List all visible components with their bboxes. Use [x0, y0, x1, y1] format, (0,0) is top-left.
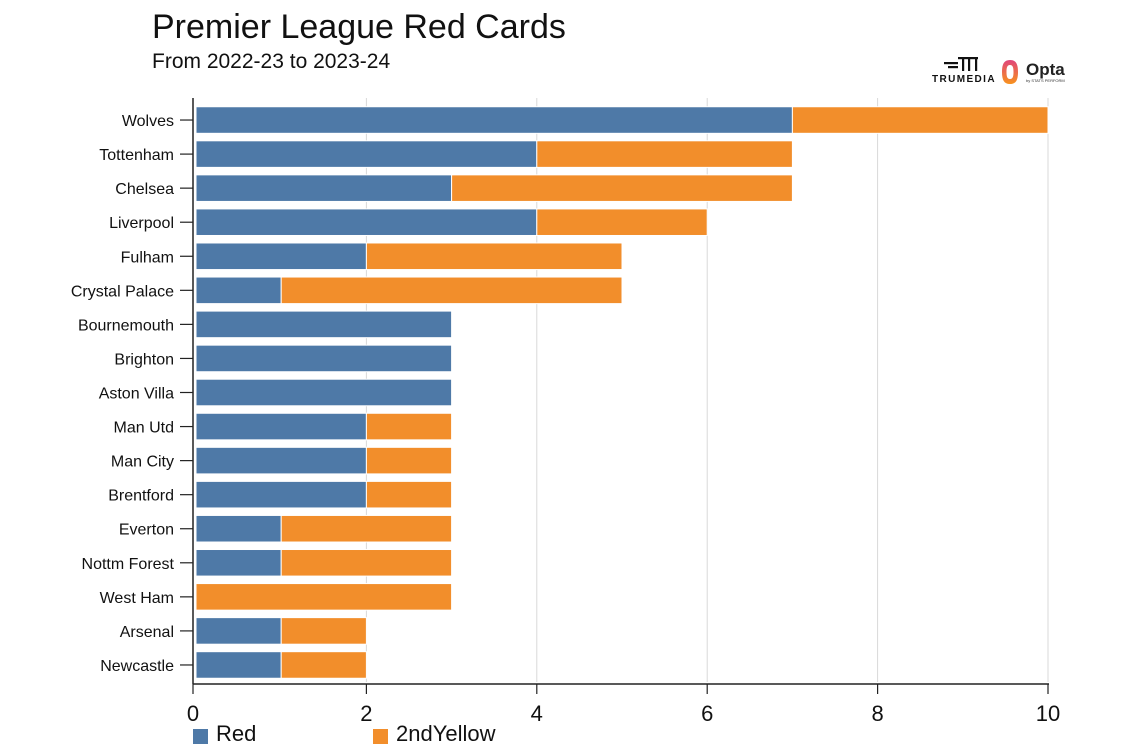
y-tick-label: Wolves [122, 113, 174, 130]
y-tick-label: Fulham [121, 249, 174, 266]
x-tick-label: 2 [360, 701, 372, 726]
bar-2ndyellow-nottm-forest [280, 549, 453, 577]
chart-subtitle: From 2022-23 to 2023-24 [152, 50, 391, 73]
bar-2ndyellow-newcastle [280, 651, 367, 679]
axis-layer: Wolves Tottenham Chelsea Liverpool Fulham Cry… [71, 98, 1060, 726]
bar-red-tottenham [195, 140, 538, 168]
x-tick-label: 6 [701, 701, 713, 726]
y-tick-label: Aston Villa [99, 386, 174, 403]
bar-2ndyellow-arsenal [280, 617, 367, 645]
bar-red-crystal-palace [195, 276, 282, 305]
x-tick-label: 8 [871, 701, 883, 726]
y-tick-label: Chelsea [115, 181, 174, 198]
bar-2ndyellow-fulham [365, 242, 623, 271]
bar-red-bournemouth [195, 310, 453, 339]
bar-red-nottm-forest [195, 549, 282, 577]
y-tick-label: Nottm Forest [82, 556, 175, 573]
opta-logo: Opta by STATS PERFORM [1000, 56, 1085, 88]
opta-text: Opta [1026, 60, 1065, 79]
bar-red-arsenal [195, 617, 282, 645]
bar-2ndyellow-chelsea [451, 174, 793, 202]
y-tick-label: Bournemouth [78, 317, 174, 334]
bar-2ndyellow-crystal-palace [280, 276, 623, 305]
trumedia-mark-icon [944, 57, 978, 71]
x-tick-label: 10 [1036, 701, 1060, 726]
y-tick-label: Brentford [108, 488, 174, 505]
bar-red-brighton [195, 344, 453, 373]
y-tick-label: Brighton [114, 351, 174, 368]
bar-red-fulham [195, 242, 367, 271]
x-tick-label: 0 [187, 701, 199, 726]
bar-2ndyellow-brentford [365, 480, 453, 509]
bar-2ndyellow-everton [280, 514, 453, 543]
bar-layer [195, 106, 1049, 679]
y-tick-label: Arsenal [120, 624, 174, 641]
bar-red-everton [195, 514, 282, 543]
bar-2ndyellow-west-ham [195, 583, 453, 611]
y-tick-label: Everton [119, 522, 174, 539]
legend: Red 2ndYellow [0, 718, 1125, 748]
bar-red-man-city [195, 446, 367, 475]
y-tick-label: Man Utd [114, 420, 174, 437]
y-tick-label: Man City [111, 454, 174, 471]
bar-2ndyellow-liverpool [536, 208, 708, 236]
chart-title: Premier League Red Cards [152, 8, 566, 46]
trumedia-text: TRUMEDIA [932, 74, 996, 85]
bar-2ndyellow-wolves [791, 106, 1049, 134]
bar-red-liverpool [195, 208, 538, 236]
bar-2ndyellow-man-utd [365, 412, 453, 441]
legend-swatch-red [193, 729, 208, 744]
legend-swatch-2ndyellow [373, 729, 388, 744]
bar-red-brentford [195, 480, 367, 509]
bar-red-chelsea [195, 174, 453, 202]
trumedia-logo: TRUMEDIA [932, 56, 996, 88]
bar-red-wolves [195, 106, 793, 134]
y-tick-label: Liverpool [109, 215, 174, 232]
y-tick-label: Tottenham [99, 147, 174, 164]
bar-2ndyellow-man-city [365, 446, 453, 475]
legend-label-2ndyellow: 2ndYellow [396, 721, 496, 746]
opta-subtext: by STATS PERFORM [1026, 78, 1065, 83]
bar-red-man-utd [195, 412, 367, 441]
y-tick-label: Crystal Palace [71, 283, 174, 300]
bar-red-newcastle [195, 651, 282, 679]
y-tick-label: West Ham [100, 590, 174, 607]
logo-group: TRUMEDIA Opta by STATS PERFORM [930, 56, 1090, 88]
x-tick-label: 4 [531, 701, 543, 726]
bar-2ndyellow-tottenham [536, 140, 793, 168]
legend-label-red: Red [216, 721, 257, 746]
bar-red-aston-villa [195, 378, 453, 407]
y-tick-label: Newcastle [100, 658, 174, 675]
opta-mark-icon [1002, 60, 1018, 84]
